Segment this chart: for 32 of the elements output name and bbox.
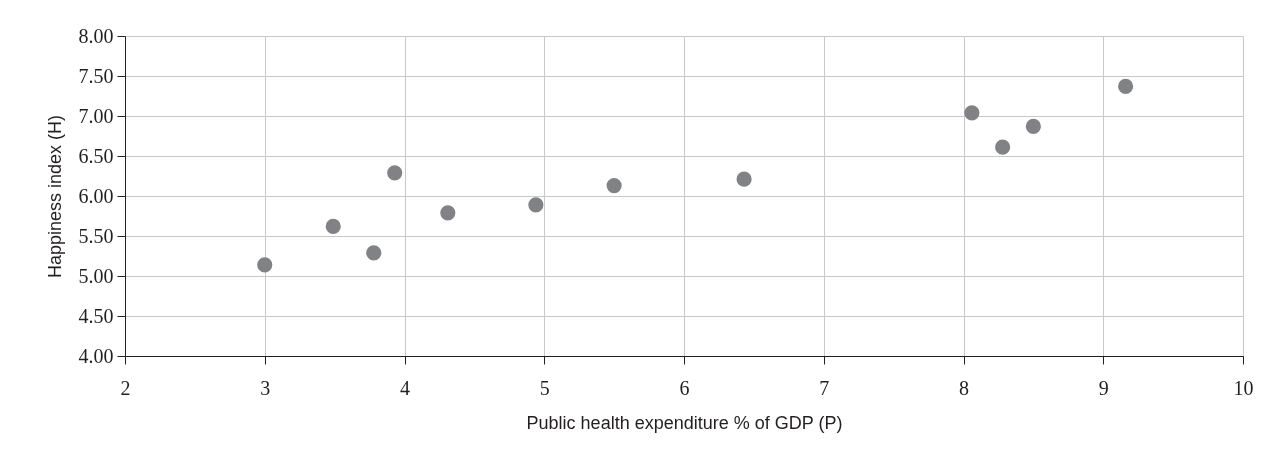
x-tick-label: 5 [539,376,550,399]
x-tick-label: 9 [1098,376,1109,399]
x-axis-title: Public health expenditure % of GDP (P) [526,412,843,433]
x-tick-label: 2 [120,376,131,399]
point [964,105,980,121]
x-tick-label: 3 [260,376,271,399]
point [1025,118,1041,134]
point [387,165,403,181]
y-tick-label: 7.00 [78,104,114,127]
point [325,218,341,234]
x-tick-label: 8 [959,376,969,399]
y-tick-label: 4.50 [78,304,114,327]
point [736,171,752,187]
point [606,178,622,194]
y-axis-title: Happiness index (H) [44,114,65,279]
y-tick-label: 5.00 [78,264,114,287]
point [440,205,456,221]
y-tick-label: 6.00 [78,184,114,207]
x-tick-label: 4 [400,376,410,399]
point [528,197,544,213]
x-tick-label: 10 [1233,376,1254,399]
point [257,257,273,273]
y-tick-label: 4.00 [78,344,114,367]
y-tick-label: 5.50 [78,224,114,247]
y-tick-label: 7.50 [78,64,114,87]
point [995,139,1011,155]
x-tick-label: 7 [819,376,830,399]
y-tick-label: 8.00 [78,24,114,47]
point [1118,78,1134,94]
y-tick-label: 6.50 [78,144,114,167]
point [366,245,382,261]
x-tick-label: 6 [679,376,690,399]
